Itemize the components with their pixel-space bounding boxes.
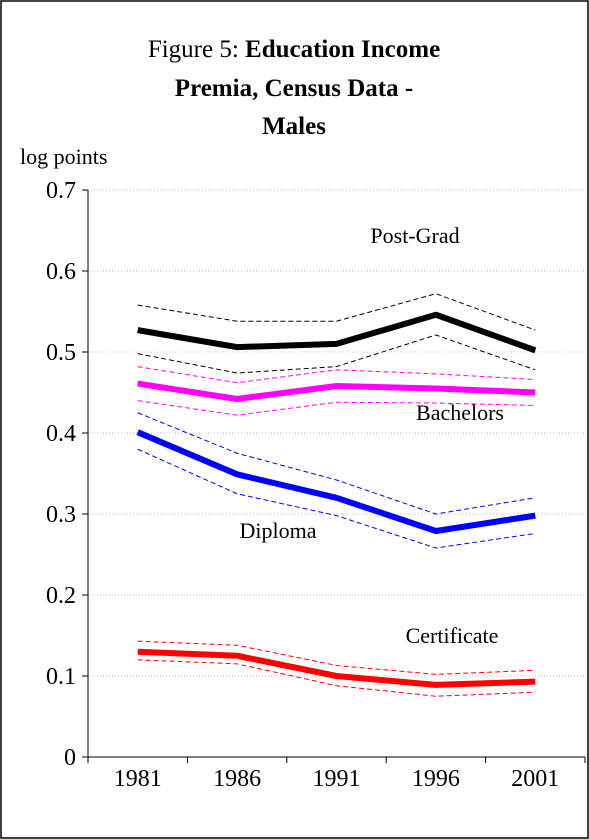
y-tick-label: 0.6 — [46, 259, 76, 285]
confidence-band — [137, 293, 536, 331]
title-line: Education Income — [245, 36, 440, 63]
series-label: Certificate — [406, 623, 499, 648]
confidence-band — [137, 640, 536, 675]
y-axis-label: log points — [20, 144, 107, 169]
title-prefix: Figure 5: — [148, 36, 239, 63]
y-tick-label: 0 — [64, 745, 76, 771]
confidence-band — [137, 400, 536, 416]
y-tick-label: 0.7 — [46, 178, 76, 204]
confidence-band — [137, 659, 536, 697]
x-tick-label: 1981 — [114, 766, 162, 792]
series-label: Bachelors — [416, 400, 504, 425]
y-tick-label: 0.1 — [46, 664, 76, 690]
y-tick-label: 0.3 — [46, 502, 76, 528]
series-line — [137, 648, 536, 688]
chart-title: Figure 5: Education Income — [148, 36, 440, 63]
x-tick-label: 1991 — [313, 766, 361, 792]
y-tick-label: 0.2 — [46, 583, 76, 609]
title-line: Premia, Census Data - — [175, 75, 413, 102]
series-line — [136, 429, 536, 535]
confidence-band — [137, 334, 536, 374]
confidence-band — [137, 412, 536, 515]
x-tick-label: 1986 — [213, 766, 261, 792]
x-tick-label: 2001 — [511, 766, 559, 792]
series-label: Post-Grad — [370, 223, 459, 248]
title-line: Males — [262, 113, 326, 140]
series-line — [137, 311, 537, 354]
series-line — [137, 380, 536, 402]
series-label: Diploma — [240, 518, 317, 543]
y-tick-label: 0.4 — [46, 421, 76, 447]
y-tick-label: 0.5 — [46, 340, 76, 366]
x-tick-label: 1996 — [412, 766, 460, 792]
confidence-band — [137, 448, 536, 549]
confidence-band — [137, 366, 536, 384]
